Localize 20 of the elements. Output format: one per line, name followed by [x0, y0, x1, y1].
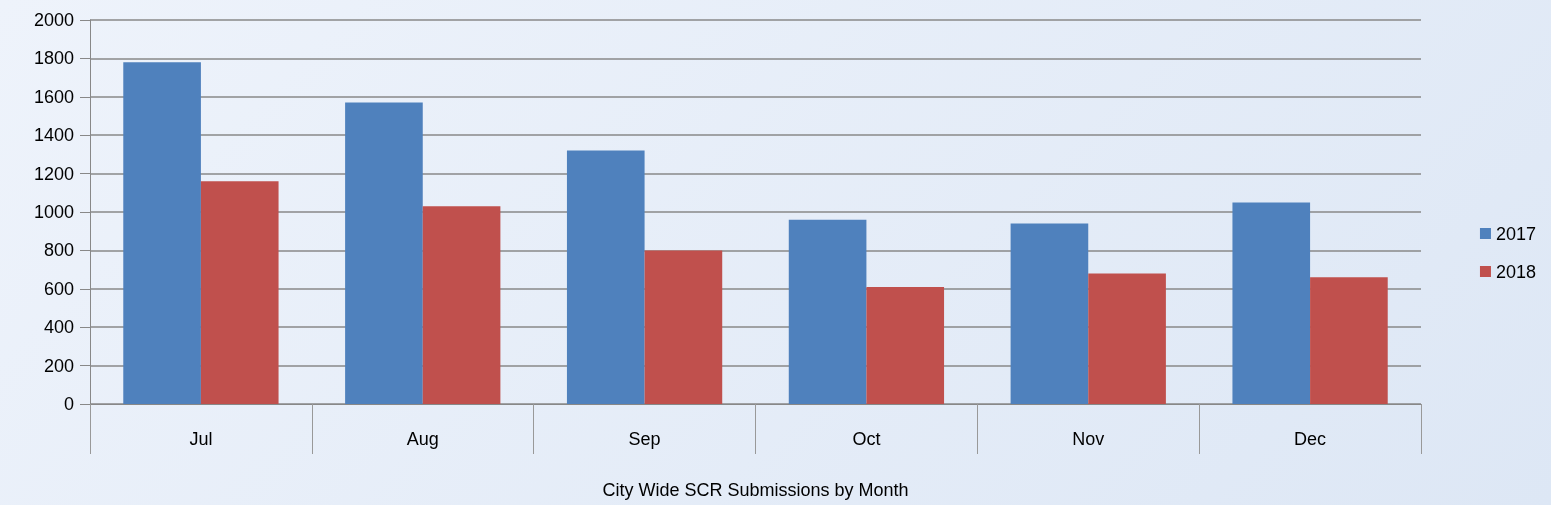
- x-tick-label: Dec: [1294, 429, 1327, 449]
- y-tick-label: 2000: [33, 10, 74, 30]
- x-tick-label: Nov: [1072, 429, 1105, 449]
- y-tick-label: 600: [43, 278, 74, 299]
- legend-label: 2018: [1495, 261, 1536, 282]
- y-tick-label: 1600: [33, 86, 74, 107]
- x-tick-label: Oct: [852, 429, 881, 449]
- y-tick-label: 400: [43, 317, 74, 338]
- x-tick-label: Aug: [406, 429, 439, 449]
- y-tick-label: 1000: [33, 202, 74, 222]
- x-tick-label: Jul: [189, 429, 213, 449]
- legend-label: 2017: [1495, 223, 1536, 244]
- x-axis-title: City Wide SCR Submissions by Month: [602, 480, 909, 500]
- y-tick-label: 800: [43, 240, 74, 261]
- y-tick-label: 0: [63, 394, 74, 414]
- y-tick-label: 1200: [33, 163, 74, 184]
- x-tick-label: Sep: [628, 429, 661, 449]
- y-tick-label: 1400: [33, 125, 74, 146]
- y-tick-label: 1800: [33, 48, 74, 69]
- y-tick-label: 200: [43, 355, 74, 376]
